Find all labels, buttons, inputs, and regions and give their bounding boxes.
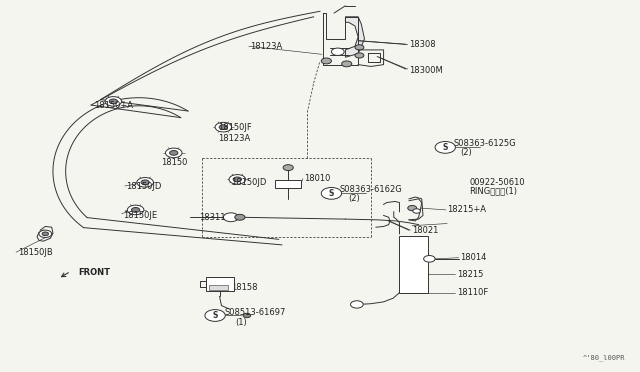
Circle shape: [332, 48, 344, 55]
Circle shape: [39, 230, 52, 237]
Circle shape: [321, 187, 342, 199]
Text: 18308: 18308: [409, 40, 436, 49]
Text: 18150JF: 18150JF: [218, 123, 252, 132]
Circle shape: [137, 177, 154, 187]
Text: 18150: 18150: [161, 158, 188, 167]
Circle shape: [321, 58, 332, 64]
Bar: [205, 277, 234, 291]
Circle shape: [42, 232, 49, 235]
Circle shape: [215, 122, 232, 132]
Circle shape: [355, 45, 364, 50]
Bar: [209, 285, 228, 290]
Circle shape: [235, 214, 245, 220]
Text: 18150JB: 18150JB: [18, 248, 52, 257]
Text: ^'80_l00PR: ^'80_l00PR: [582, 354, 625, 361]
Circle shape: [233, 177, 241, 182]
Polygon shape: [346, 17, 365, 57]
Bar: [275, 180, 301, 188]
Circle shape: [141, 180, 149, 185]
Circle shape: [408, 205, 417, 211]
Circle shape: [424, 256, 435, 262]
Text: S: S: [329, 189, 334, 198]
Text: 18123A: 18123A: [250, 42, 282, 51]
Circle shape: [223, 213, 239, 222]
Text: (1): (1): [236, 318, 247, 327]
Text: 18150+A: 18150+A: [94, 100, 133, 110]
Circle shape: [355, 53, 364, 58]
Circle shape: [105, 97, 122, 106]
Text: 18215: 18215: [457, 270, 483, 279]
Bar: [399, 235, 428, 293]
Text: FRONT: FRONT: [78, 268, 110, 277]
Circle shape: [166, 148, 182, 158]
Text: S08363-6162G: S08363-6162G: [339, 185, 402, 194]
Circle shape: [283, 165, 293, 170]
Circle shape: [351, 301, 364, 308]
Text: 18150JD: 18150JD: [126, 182, 161, 190]
Circle shape: [220, 125, 227, 129]
Text: RINGリング(1): RINGリング(1): [469, 186, 517, 195]
Text: 18021: 18021: [412, 226, 438, 235]
Text: 18150JE: 18150JE: [123, 211, 157, 220]
Circle shape: [342, 61, 352, 67]
Circle shape: [109, 99, 118, 104]
Text: 18123A: 18123A: [218, 134, 250, 143]
Text: S: S: [443, 143, 448, 152]
Circle shape: [413, 209, 420, 213]
Circle shape: [435, 141, 456, 153]
Circle shape: [131, 208, 140, 212]
Circle shape: [229, 174, 246, 184]
Circle shape: [127, 205, 144, 215]
Circle shape: [243, 313, 251, 318]
Text: 18311: 18311: [199, 213, 226, 222]
Text: 18014: 18014: [460, 253, 486, 262]
Text: S: S: [212, 311, 218, 320]
Text: 18150JD: 18150JD: [231, 178, 266, 187]
Text: S08363-6125G: S08363-6125G: [454, 139, 516, 148]
Circle shape: [170, 151, 178, 155]
Text: (2): (2): [349, 195, 360, 203]
Text: 18158: 18158: [231, 283, 257, 292]
Text: (2): (2): [460, 148, 472, 157]
Circle shape: [205, 310, 225, 321]
Text: 18215+A: 18215+A: [447, 205, 486, 214]
Text: 18010: 18010: [304, 174, 330, 183]
Text: S08513-61697: S08513-61697: [225, 308, 286, 317]
Text: 18110F: 18110F: [457, 288, 488, 297]
Text: 00922-50610: 00922-50610: [469, 178, 525, 187]
Text: 18300M: 18300M: [409, 65, 443, 75]
